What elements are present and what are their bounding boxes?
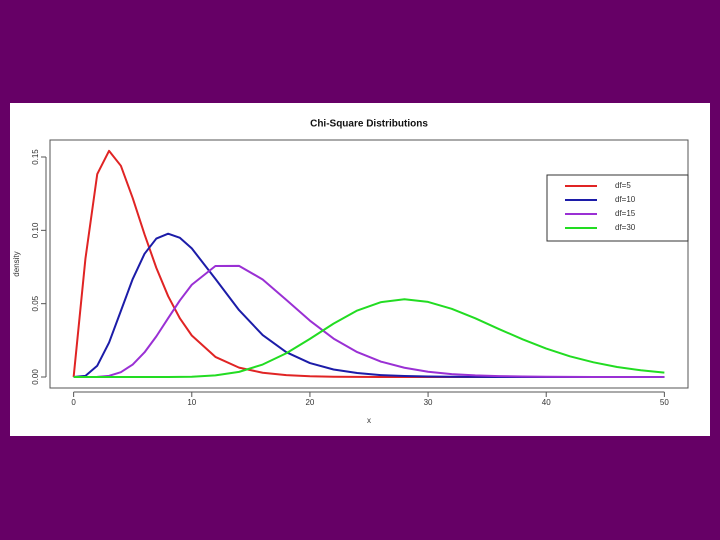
x-tick-label: 20 bbox=[305, 398, 314, 407]
plot-frame bbox=[49, 139, 689, 389]
chart-panel bbox=[10, 103, 710, 436]
series-line bbox=[73, 298, 665, 378]
legend-label: df=15 bbox=[615, 209, 636, 218]
y-tick-label: 0.00 bbox=[31, 369, 40, 385]
x-tick-label: 50 bbox=[660, 398, 669, 407]
chart-title: Chi-Square Distributions bbox=[310, 119, 428, 130]
legend-label: df=30 bbox=[615, 223, 636, 232]
x-tick-label: 40 bbox=[542, 398, 551, 407]
y-tick-label: 0.15 bbox=[31, 149, 40, 165]
x-tick-label: 30 bbox=[424, 398, 433, 407]
x-tick-label: 10 bbox=[187, 398, 196, 407]
series-line bbox=[73, 264, 665, 378]
x-axis-label: x bbox=[367, 416, 371, 425]
y-tick-label: 0.10 bbox=[31, 222, 40, 238]
legend-label: df=5 bbox=[615, 181, 631, 190]
y-axis-label: density bbox=[12, 251, 21, 276]
y-tick-label: 0.05 bbox=[31, 295, 40, 311]
x-tick-label: 0 bbox=[71, 398, 76, 407]
legend-label: df=10 bbox=[615, 195, 636, 204]
